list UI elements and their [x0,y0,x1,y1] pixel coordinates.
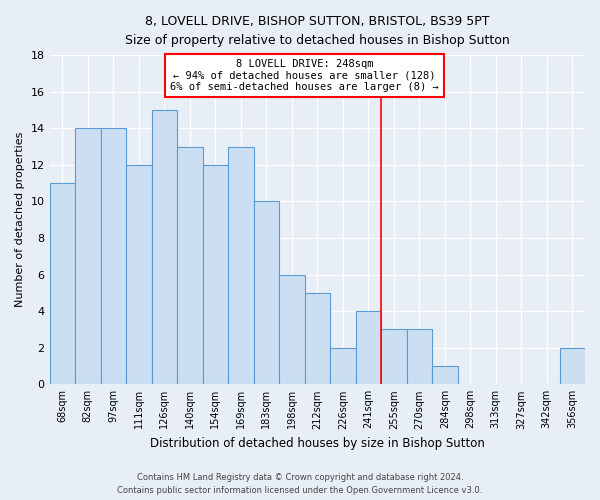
Bar [254,202,279,384]
Bar [381,330,407,384]
Bar [152,110,177,384]
Bar [101,128,126,384]
X-axis label: Distribution of detached houses by size in Bishop Sutton: Distribution of detached houses by size … [150,437,485,450]
Bar [305,293,330,384]
Title: 8, LOVELL DRIVE, BISHOP SUTTON, BRISTOL, BS39 5PT
Size of property relative to d: 8, LOVELL DRIVE, BISHOP SUTTON, BRISTOL,… [125,15,509,47]
Y-axis label: Number of detached properties: Number of detached properties [15,132,25,308]
Bar [75,128,101,384]
Bar [560,348,585,385]
Bar [203,165,228,384]
Bar [356,311,381,384]
Bar [407,330,432,384]
Bar [126,165,152,384]
Text: Contains HM Land Registry data © Crown copyright and database right 2024.
Contai: Contains HM Land Registry data © Crown c… [118,474,482,495]
Bar [177,146,203,384]
Bar [228,146,254,384]
Bar [432,366,458,384]
Bar [279,274,305,384]
Text: 8 LOVELL DRIVE: 248sqm
← 94% of detached houses are smaller (128)
6% of semi-det: 8 LOVELL DRIVE: 248sqm ← 94% of detached… [170,59,439,92]
Bar [50,183,75,384]
Bar [330,348,356,385]
